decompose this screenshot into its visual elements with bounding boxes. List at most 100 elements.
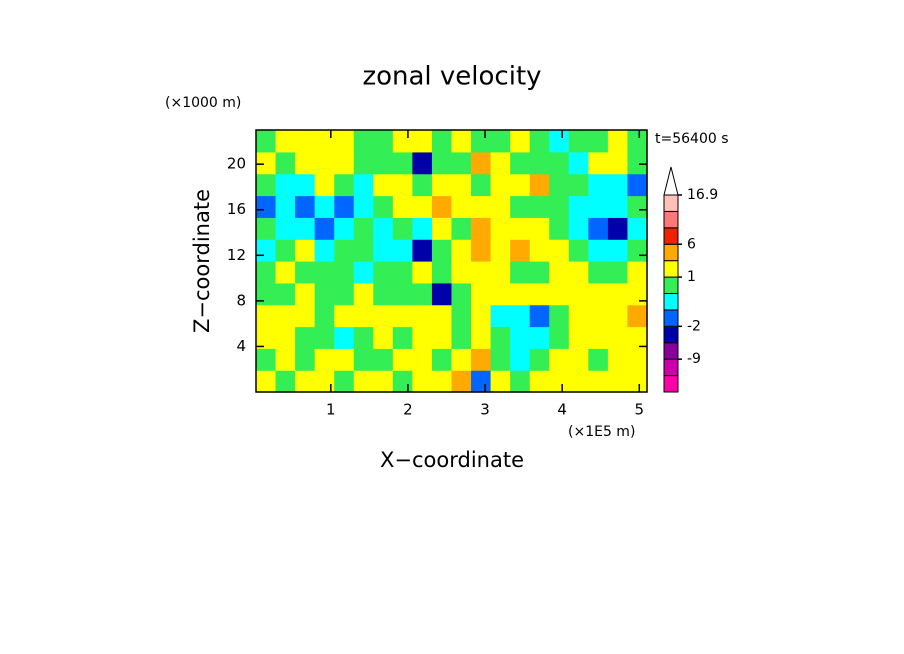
contour-cell <box>275 348 296 371</box>
contour-cell <box>471 348 492 371</box>
contour-cell <box>568 151 589 175</box>
contour-cell <box>353 130 374 153</box>
contour-cell <box>412 326 433 349</box>
contour-cell <box>314 261 335 284</box>
contour-cell <box>373 195 394 218</box>
contour-cell <box>295 348 316 371</box>
contour-cell <box>392 261 413 284</box>
contour-cell <box>471 326 492 349</box>
contour-cell <box>490 348 511 371</box>
contour-cell <box>353 151 374 175</box>
contour-cell <box>510 151 531 175</box>
contour-cell <box>314 130 335 153</box>
contour-cell <box>412 173 433 197</box>
contour-cell <box>275 130 296 153</box>
contour-cell <box>256 370 277 393</box>
contour-cell <box>471 173 492 197</box>
colorbar-tick-label: 6 <box>687 236 696 252</box>
contour-cell <box>607 348 629 371</box>
contour-cell <box>529 239 550 262</box>
contour-cell <box>529 348 550 371</box>
contour-cell <box>549 304 570 328</box>
contour-cell <box>392 130 413 153</box>
x-tick-label: 5 <box>635 401 645 419</box>
x-tick-label: 2 <box>403 401 413 419</box>
contour-cell <box>392 151 413 175</box>
contour-cell <box>295 217 316 240</box>
contour-cell <box>295 195 316 218</box>
contour-cell <box>607 151 629 175</box>
contour-cell <box>510 173 531 197</box>
contour-cell <box>275 217 296 240</box>
contour-cell <box>373 326 394 349</box>
contour-cell <box>314 217 335 240</box>
contour-cell <box>588 217 609 240</box>
contour-cell <box>510 239 531 262</box>
contour-cell <box>471 282 492 306</box>
contour-cell <box>392 304 413 328</box>
contour-cell <box>275 239 296 262</box>
contour-cell <box>353 195 374 218</box>
x-tick-label: 4 <box>557 401 567 419</box>
contour-cell <box>412 130 433 153</box>
x-tick-label: 3 <box>480 401 490 419</box>
contour-cell <box>373 217 394 240</box>
contour-cell <box>549 326 570 349</box>
contour-cell <box>314 326 335 349</box>
contour-cell <box>334 304 355 328</box>
colorbar-extension <box>663 166 679 196</box>
contour-cell <box>627 130 648 153</box>
contour-cell <box>471 217 492 240</box>
contour-cell <box>334 282 355 306</box>
contour-cell <box>256 261 277 284</box>
contour-cell <box>256 217 277 240</box>
contour-cell <box>412 239 433 262</box>
contour-cell <box>627 151 648 175</box>
contour-cell <box>627 282 648 306</box>
colorbar-tick-label: 1 <box>687 269 696 285</box>
contour-cell <box>334 195 355 218</box>
contour-cell <box>607 370 629 393</box>
contour-cell <box>431 370 453 393</box>
contour-cell <box>490 217 511 240</box>
contour-cell <box>275 326 296 349</box>
contour-cell <box>431 304 453 328</box>
contour-cell <box>431 326 453 349</box>
contour-cell <box>392 370 413 393</box>
contour-cell <box>392 239 413 262</box>
contour-cell <box>627 173 648 197</box>
contour-cell <box>412 282 433 306</box>
contour-cell <box>412 151 433 175</box>
contour-cell <box>431 282 453 306</box>
contour-cell <box>295 173 316 197</box>
contour-cell <box>471 304 492 328</box>
contour-cell <box>490 261 511 284</box>
colorbar-band <box>663 375 679 393</box>
contour-cell <box>373 348 394 371</box>
contour-cell <box>568 326 589 349</box>
contour-cell <box>373 282 394 306</box>
contour-cell <box>549 282 570 306</box>
colorbar-tick-label: 16.9 <box>687 187 718 203</box>
contour-cell <box>431 130 453 153</box>
contour-cell <box>510 261 531 284</box>
contour-cell <box>314 370 335 393</box>
contour-cell <box>627 239 648 262</box>
contour-field <box>256 130 648 393</box>
contour-cell <box>490 151 511 175</box>
contour-cell <box>314 239 335 262</box>
contour-cell <box>256 130 277 153</box>
x-axis-label: X−coordinate <box>380 448 524 472</box>
contour-cell <box>529 173 550 197</box>
contour-cell <box>510 348 531 371</box>
contour-cell <box>431 348 453 371</box>
contour-cell <box>451 151 472 175</box>
contour-cell <box>627 217 648 240</box>
contour-cell <box>256 282 277 306</box>
contour-cell <box>607 326 629 349</box>
contour-cell <box>334 348 355 371</box>
contour-cell <box>314 282 335 306</box>
contour-cell <box>295 151 316 175</box>
contour-cell <box>510 195 531 218</box>
